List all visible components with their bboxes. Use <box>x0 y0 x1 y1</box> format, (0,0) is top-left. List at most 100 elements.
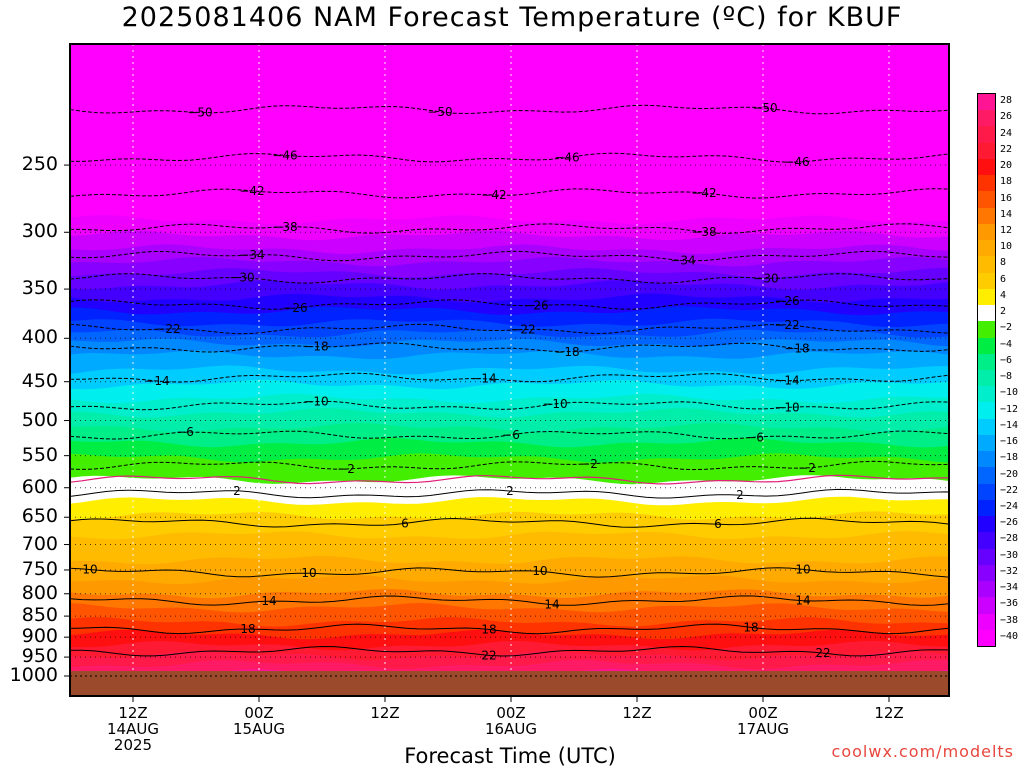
y-tick-label: 600 <box>21 475 58 498</box>
isotherm-label: −6 <box>176 425 194 439</box>
colorbar-swatch <box>978 337 995 355</box>
colorbar-swatch <box>978 467 995 485</box>
isotherm-label: −26 <box>523 299 548 313</box>
isotherm-label: 2 <box>736 488 744 502</box>
isotherm-label: −10 <box>774 401 799 415</box>
colorbar-label: −22 <box>1000 484 1019 496</box>
y-tick-label: 450 <box>21 369 58 392</box>
colorbar-swatch <box>978 499 995 517</box>
colorbar-label: 28 <box>1000 95 1013 107</box>
colorbar-swatch <box>978 142 995 160</box>
colorbar-label: −26 <box>1000 517 1019 529</box>
isotherm-line <box>70 460 949 471</box>
credit-link[interactable]: coolwx.com/modelts <box>831 742 1014 761</box>
isotherm-label: 10 <box>301 566 316 580</box>
isotherm-label: 14 <box>544 598 559 612</box>
chart-title: 2025081406 NAM Forecast Temperature (ºC)… <box>121 2 903 33</box>
isotherm-line <box>70 104 949 115</box>
isotherm-line <box>70 488 949 499</box>
band-fill <box>70 44 949 225</box>
colorbar-swatch <box>978 402 995 420</box>
isotherm-label: 18 <box>240 622 255 636</box>
isotherm-label: 18 <box>481 622 496 636</box>
colorbar-label: 2 <box>1000 306 1007 318</box>
colorbar-label: −2 <box>1000 322 1013 334</box>
isotherm-line <box>70 567 949 578</box>
isotherm-label: −22 <box>510 323 535 337</box>
colorbar-label: −20 <box>1000 468 1019 480</box>
colorbar-label: 26 <box>1000 111 1013 123</box>
isotherm-label: −42 <box>239 184 264 198</box>
colorbar-label: −32 <box>1000 565 1019 577</box>
isotherm-label: −22 <box>155 322 180 336</box>
y-tick-label: 800 <box>21 581 58 604</box>
isotherm-line <box>70 372 949 383</box>
colorbar-swatch <box>978 126 995 144</box>
colorbar-swatch <box>978 256 995 274</box>
colorbar-label: −36 <box>1000 598 1019 610</box>
isotherm-label: −46 <box>784 155 809 169</box>
isotherm-label: −6 <box>746 430 764 444</box>
colorbar-swatch <box>978 110 995 127</box>
isotherm-label: 22 <box>481 648 496 662</box>
isotherm-line <box>70 645 949 657</box>
isotherm-line <box>70 250 949 262</box>
colorbar-swatch <box>978 581 995 598</box>
colorbar <box>977 93 996 647</box>
colorbar-swatch <box>978 158 995 176</box>
colorbar-swatch <box>978 532 995 550</box>
freezing-line <box>70 474 949 485</box>
isotherm-line <box>70 430 949 440</box>
isotherm-label: 10 <box>82 563 97 577</box>
colorbar-swatch <box>978 191 995 209</box>
isotherm-line <box>70 323 949 335</box>
isotherm-label: −2 <box>337 462 355 476</box>
isotherm-label: −30 <box>753 271 778 285</box>
isotherm-label: −30 <box>229 271 254 285</box>
isotherm-line <box>70 188 949 199</box>
isotherm-label: 14 <box>261 594 276 608</box>
colorbar-swatch <box>978 353 995 371</box>
isotherm-label: −50 <box>752 101 777 115</box>
colorbar-label: −18 <box>1000 452 1019 464</box>
colorbar-label: 8 <box>1000 257 1007 269</box>
colorbar-swatch <box>978 548 995 566</box>
colorbar-label: −24 <box>1000 501 1019 512</box>
x-tick-label: 12Z <box>370 704 400 722</box>
colorbar-swatch <box>978 434 995 452</box>
colorbar-label: 18 <box>1000 176 1013 188</box>
x-tick-label: 00Z 15AUG <box>233 704 285 738</box>
y-tick-label: 400 <box>21 326 58 349</box>
y-tick-label: 900 <box>21 625 58 648</box>
isotherm-label: −10 <box>542 397 567 411</box>
colorbar-label: 12 <box>1000 225 1013 236</box>
colorbar-label: 14 <box>1000 208 1013 220</box>
isotherm-label: 14 <box>795 594 810 608</box>
isotherm-label: −38 <box>272 220 297 234</box>
colorbar-swatch <box>978 288 995 306</box>
isotherm-label: −34 <box>239 248 264 262</box>
colorbar-swatch <box>978 370 995 387</box>
isotherm-line <box>70 223 949 234</box>
isotherm-label: 22 <box>815 646 830 660</box>
x-tick-label: 00Z 17AUG <box>737 704 789 738</box>
colorbar-label: 22 <box>1000 143 1013 155</box>
isotherm-label: −34 <box>670 254 695 268</box>
colorbar-swatch <box>978 597 995 615</box>
isotherm-label: 6 <box>714 517 722 531</box>
isotherm-label: −42 <box>481 188 506 202</box>
isotherm-label: −14 <box>774 374 799 388</box>
colorbar-swatch <box>978 175 995 192</box>
colorbar-label: 6 <box>1000 273 1007 285</box>
isotherm-label: −18 <box>554 345 579 359</box>
isotherm-line <box>70 595 949 606</box>
isotherm-label: −14 <box>471 372 496 386</box>
isotherm-label: −2 <box>798 461 816 475</box>
colorbar-label: −6 <box>1000 354 1013 366</box>
isotherm-label: −22 <box>774 318 799 332</box>
x-axis-label: Forecast Time (UTC) <box>404 744 616 768</box>
isotherm-label: −46 <box>554 151 579 165</box>
colorbar-label: 20 <box>1000 160 1013 172</box>
y-tick-label: 850 <box>21 604 58 627</box>
isotherm-label: −42 <box>691 186 716 200</box>
